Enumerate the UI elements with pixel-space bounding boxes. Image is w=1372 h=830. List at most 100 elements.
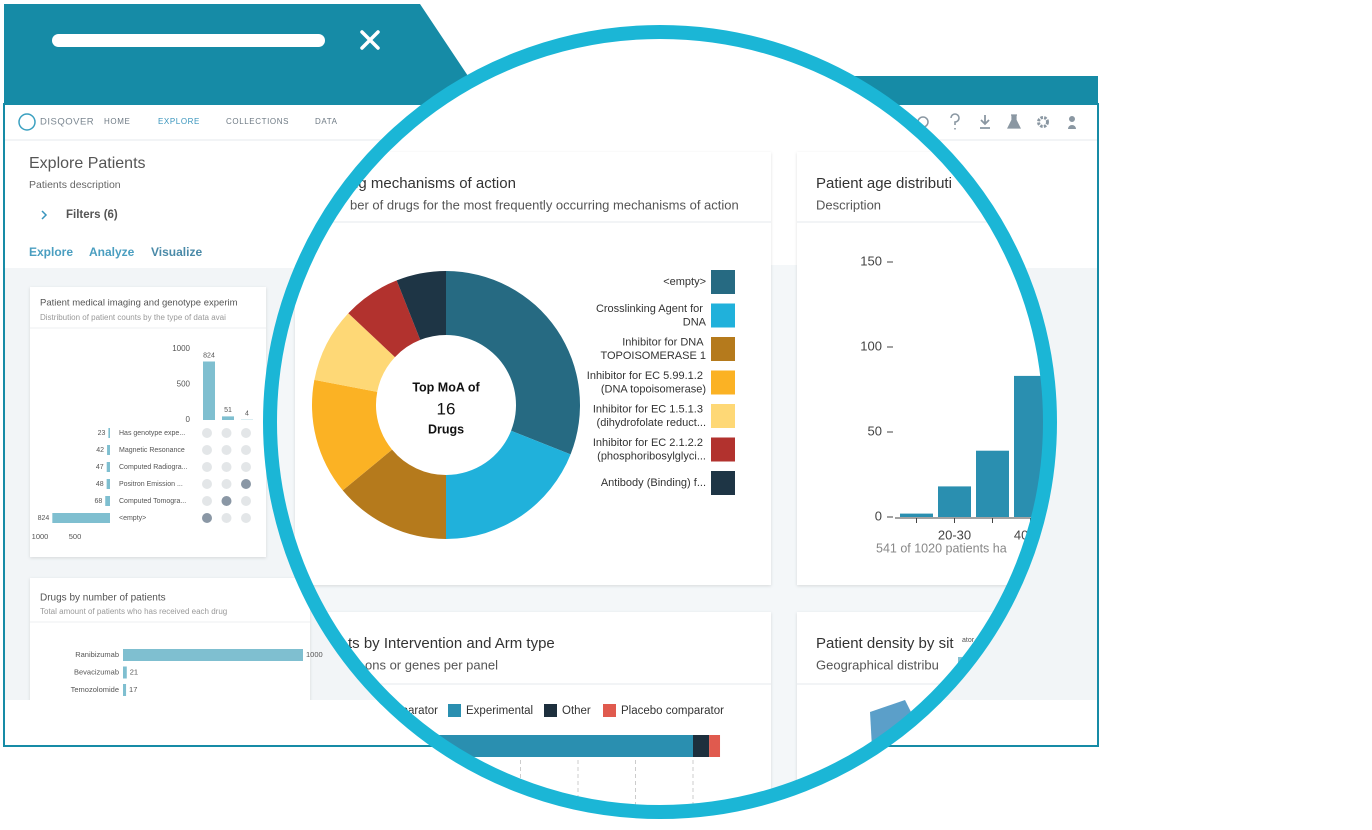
nav-item[interactable]: COLLECTIONS xyxy=(226,117,289,126)
bar xyxy=(123,649,303,661)
legend-swatch xyxy=(711,437,735,462)
matrix-dot xyxy=(241,445,251,455)
donut-slice xyxy=(342,449,446,539)
card-title: Patient density by sit xyxy=(816,635,954,652)
set-bar xyxy=(52,513,110,523)
legend-swatch xyxy=(711,471,735,495)
category-label: Ranibizumab xyxy=(75,650,119,659)
x-tick-label: 500 xyxy=(69,532,82,541)
help-icon[interactable] xyxy=(950,113,960,130)
imaging-card xyxy=(30,287,266,557)
matrix-dot xyxy=(241,428,251,438)
set-label: Computed Tomogra... xyxy=(119,498,186,505)
matrix-dot xyxy=(241,462,251,472)
panel-subtitle: Distribution of patient counts by the ty… xyxy=(40,313,226,322)
bar xyxy=(123,666,127,679)
matrix-dot xyxy=(241,513,251,523)
matrix-dot xyxy=(202,513,212,523)
nav-item[interactable]: DATA xyxy=(315,117,338,126)
bar xyxy=(976,450,1009,517)
legend-label: Crosslinking Agent for DNA xyxy=(596,303,707,329)
value-label: 68 xyxy=(94,498,102,505)
donut-slice xyxy=(446,430,571,539)
panel-subtitle: Total amount of patients who has receive… xyxy=(40,607,227,616)
value-label: 23 xyxy=(98,430,106,437)
matrix-dot xyxy=(221,496,232,506)
card-subtitle: Description xyxy=(816,197,881,212)
lab-icon[interactable] xyxy=(1007,114,1021,129)
tab[interactable]: Analyze xyxy=(89,245,135,259)
value-label: 51 xyxy=(224,407,232,414)
legend-swatch xyxy=(544,704,557,717)
set-label: Has genotype expe... xyxy=(119,430,185,437)
legend-label: <empty> xyxy=(663,276,706,288)
filters[interactable]: Filters (6) xyxy=(66,209,118,221)
bar xyxy=(938,486,971,517)
close-icon[interactable] xyxy=(360,30,380,50)
card-subtitle: Geographical distribu xyxy=(816,657,939,672)
legend-swatch xyxy=(603,704,616,717)
tab[interactable]: Visualize xyxy=(151,245,202,259)
donut-center-text: Drugs xyxy=(428,422,464,436)
card-subtitle: ons or genes per panel xyxy=(365,657,498,672)
value-label: 21 xyxy=(130,667,138,676)
legend-label: Placebo comparator xyxy=(621,705,724,717)
legend-swatch xyxy=(711,370,735,395)
user-icon[interactable] xyxy=(1068,116,1076,129)
matrix-dot xyxy=(241,496,251,506)
value-label: 1000 xyxy=(306,650,323,659)
set-bar xyxy=(106,462,110,472)
legend-label: Inhibitor for DNA TOPOISOMERASE 1 xyxy=(600,336,706,362)
bar-segment xyxy=(709,735,721,757)
matrix-dot xyxy=(202,479,212,489)
x-tick-label: 1000 xyxy=(32,532,49,541)
legend-label: Other xyxy=(562,705,591,717)
y-tick-label: 1000 xyxy=(172,344,190,353)
donut-slice xyxy=(314,313,395,392)
bar xyxy=(203,361,215,420)
legend-label: Antibody (Binding) f... xyxy=(601,477,706,489)
donut-slice xyxy=(311,379,393,491)
donut-center-text: Top MoA of xyxy=(412,380,480,394)
settings-icon[interactable] xyxy=(1037,116,1049,128)
value-label: 824 xyxy=(203,352,215,359)
set-bar xyxy=(108,428,110,438)
drugs-card xyxy=(30,578,310,702)
download-icon[interactable] xyxy=(980,115,990,129)
page-subtitle: Patients description xyxy=(29,179,121,191)
bar xyxy=(900,513,933,517)
value-label: 17 xyxy=(129,685,137,694)
footnote: 541 of 1020 patients ha xyxy=(876,541,1007,555)
magnifier-ring xyxy=(263,25,1057,819)
legend-label: Inhibitor for EC 2.1.2.2 (phosphoribosyl… xyxy=(593,437,706,463)
matrix-dot xyxy=(221,462,232,472)
value-label: 47 xyxy=(96,464,104,471)
legend-swatch xyxy=(711,404,735,428)
donut-slice xyxy=(446,271,580,455)
chevron[interactable] xyxy=(41,210,48,220)
matrix-dot xyxy=(202,428,212,438)
nav-item[interactable]: EXPLORE xyxy=(158,117,200,126)
donut-slice xyxy=(396,271,446,340)
legend-label: Experimental xyxy=(466,705,533,717)
bar-segment xyxy=(693,735,710,757)
legend-swatch xyxy=(448,704,461,717)
legend-swatch xyxy=(711,270,735,294)
set-label: Magnetic Resonance xyxy=(119,447,185,454)
title-placeholder xyxy=(52,34,325,47)
legend-swatch xyxy=(711,303,735,328)
tab[interactable]: Explore xyxy=(29,245,73,259)
nav-item[interactable]: HOME xyxy=(104,117,130,126)
value-label: 48 xyxy=(96,481,104,488)
value-label: 4 xyxy=(245,411,249,418)
page-title: Explore Patients xyxy=(29,155,146,172)
value-label: 824 xyxy=(38,515,50,522)
legend-label: Inhibitor for EC 1.5.1.3 (dihydrofolate … xyxy=(593,403,706,429)
set-bar xyxy=(107,445,110,455)
y-tick-label: 0 xyxy=(875,508,882,523)
category-label: Temozolomide xyxy=(71,685,119,694)
set-bar xyxy=(106,479,110,489)
card-title: Patient age distributi xyxy=(816,175,952,192)
donut-slice xyxy=(348,280,421,358)
